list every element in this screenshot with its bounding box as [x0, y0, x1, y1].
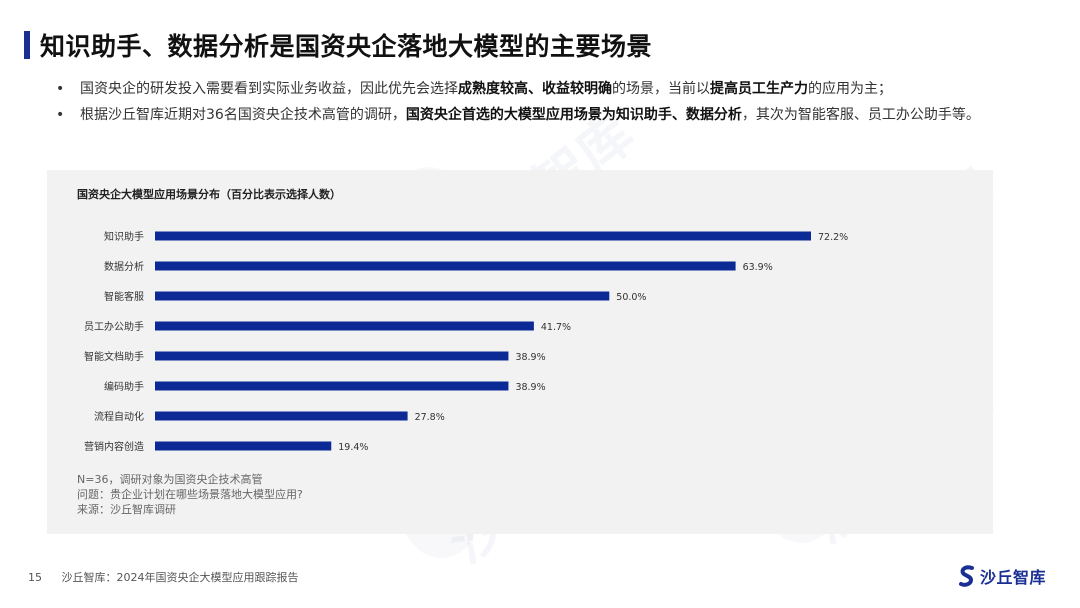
- category-label: 编码助手: [104, 380, 144, 393]
- category-label: 流程自动化: [94, 410, 144, 423]
- category-label: 营销内容创造: [84, 440, 144, 453]
- note-source: 来源：沙丘智库调研: [77, 503, 176, 516]
- bullet-list: 国资央企的研发投入需要看到实际业务收益，因此优先会选择成熟度较高、收益较明确的场…: [56, 76, 1016, 128]
- chart-notes: N=36，调研对象为国资央企技术高管 问题：贵企业计划在哪些场景落地大模型应用?…: [77, 472, 303, 517]
- bar: [155, 411, 408, 421]
- category-label: 员工办公助手: [84, 320, 144, 333]
- bullet-text: 根据沙丘智库近期对36名国资央企技术高管的调研，: [80, 107, 406, 123]
- bar: [155, 441, 332, 451]
- value-label: 38.9%: [515, 352, 545, 363]
- note-sample: N=36，调研对象为国资央企技术高管: [77, 473, 263, 486]
- page-number: 15: [28, 571, 42, 584]
- value-label: 63.9%: [743, 262, 773, 273]
- bullet-bold-text: 提高员工生产力: [710, 81, 808, 97]
- bar: [155, 321, 534, 331]
- bullet-bold-text: 成熟度较高、收益较明确: [458, 81, 612, 97]
- logo-icon: [959, 565, 974, 587]
- logo-text: 沙丘智库: [980, 568, 1047, 587]
- note-question: 问题：贵企业计划在哪些场景落地大模型应用?: [77, 488, 303, 501]
- bar: [155, 261, 736, 271]
- chart-title: 国资央企大模型应用场景分布（百分比表示选择人数）: [77, 188, 341, 201]
- bar: [155, 291, 610, 301]
- page-title: 知识助手、数据分析是国资央企落地大模型的主要场景: [40, 32, 653, 61]
- bullet-text: ，其次为智能客服、员工办公助手等。: [741, 107, 980, 123]
- category-label: 知识助手: [104, 230, 144, 243]
- bar: [155, 381, 509, 391]
- footer: 15 沙丘智库：2024年国资央企大模型应用跟踪报告: [28, 569, 299, 585]
- value-label: 41.7%: [541, 322, 571, 333]
- value-label: 27.8%: [415, 412, 445, 423]
- brand-logo: 沙丘智库: [958, 564, 1046, 588]
- bar: [155, 351, 509, 361]
- category-label: 智能文档助手: [84, 350, 144, 363]
- chart-panel: 国资央企大模型应用场景分布（百分比表示选择人数） 知识助手 72.2% 数据分析 63…: [47, 170, 993, 534]
- value-label: 19.4%: [338, 442, 368, 453]
- bullet-item: 国资央企的研发投入需要看到实际业务收益，因此优先会选择成熟度较高、收益较明确的场…: [56, 76, 1016, 102]
- title-accent-bar: [24, 31, 30, 59]
- bullet-text: 的场景，当前以: [612, 81, 710, 97]
- category-label: 智能客服: [104, 290, 144, 303]
- bullet-text: 的应用为主；: [808, 81, 892, 97]
- bullet-bold-text: 国资央企首选的大模型应用场景为知识助手、数据分析: [405, 107, 742, 123]
- footer-source: 沙丘智库：2024年国资央企大模型应用跟踪报告: [61, 571, 299, 584]
- bullet-text: 国资央企的研发投入需要看到实际业务收益，因此优先会选择: [80, 81, 458, 97]
- value-label: 50.0%: [616, 292, 646, 303]
- bar-chart: 知识助手 72.2% 数据分析 63.9% 智能客服 50.0% 员工办公助手 41.7% 智能…: [84, 230, 848, 453]
- value-label: 38.9%: [515, 382, 545, 393]
- value-label: 72.2%: [818, 232, 848, 243]
- category-label: 数据分析: [104, 260, 144, 273]
- bar: [155, 231, 811, 241]
- bullet-item: 根据沙丘智库近期对36名国资央企技术高管的调研，国资央企首选的大模型应用场景为知…: [56, 102, 1016, 128]
